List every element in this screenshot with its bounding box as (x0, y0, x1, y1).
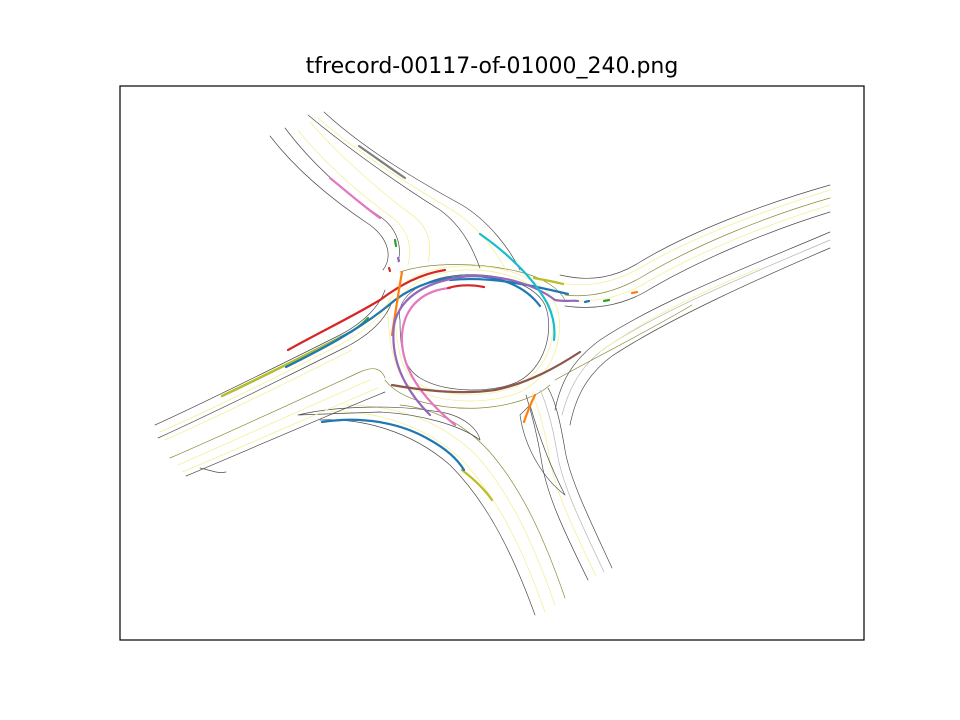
figure-title: tfrecord-00117-of-01000_240.png (306, 54, 679, 79)
trajectory-pink-ring (400, 286, 457, 427)
trajectory-orange-ne-stub (630, 290, 639, 295)
sw-lane-1 (329, 411, 546, 613)
axes-frame (119, 85, 865, 641)
w-road-edge-c (169, 368, 386, 459)
trajectory-blue-ne-stub (583, 299, 591, 304)
nw-lane-1 (297, 129, 411, 266)
w-road-edge-d (185, 391, 386, 477)
trajectory-purple-ring (392, 274, 580, 417)
w-lane-1 (159, 297, 391, 433)
trajectory-olive-sw-exit (460, 468, 494, 502)
trajectory-olive-ne (532, 276, 565, 286)
sw-island (297, 406, 481, 441)
trajectory-red-nw-stub (387, 266, 392, 273)
nw-lane-2 (309, 121, 431, 263)
trajectory-cyan-north (478, 232, 556, 342)
e-road-edge-a (554, 231, 831, 411)
s-island (519, 404, 566, 496)
w-lane-3 (177, 379, 371, 466)
trajectory-purple-nw-stub (396, 256, 401, 263)
trajectory-pink-nw (328, 176, 382, 220)
ne-lane-1 (559, 189, 831, 286)
sw-road-edge-b (399, 404, 566, 599)
ring-outer-south (384, 379, 551, 409)
s-road-edge-a (547, 387, 613, 569)
nw-road-edge-a (269, 135, 389, 271)
trajectory-red-west (286, 268, 447, 352)
sw-road-edge-a (319, 419, 536, 616)
trajectory-blue-ring (448, 277, 570, 296)
e-road-median (554, 304, 693, 381)
s-lane-1 (539, 389, 605, 573)
nw-lane-3 (317, 117, 507, 271)
w-road-edge-a (154, 289, 386, 426)
e-lane-2 (599, 267, 761, 353)
trajectory-red-ring (446, 284, 486, 290)
trajectory-gray-north (357, 144, 407, 180)
e-road-edge-b (569, 247, 831, 426)
s-lane-2 (531, 392, 597, 577)
nw-road-edge-c (307, 114, 481, 269)
trajectory-green-ne-stub (602, 298, 611, 303)
s-road-edge-b (525, 394, 589, 581)
trajectory-blue-sw (320, 418, 466, 472)
nw-road-edge-d (323, 111, 521, 271)
w-road-edge-b (157, 301, 393, 439)
ne-road-edge-b (564, 197, 831, 297)
central-island (399, 274, 550, 391)
w-road-stub (199, 467, 227, 473)
w-lane-4 (181, 387, 379, 473)
ring-outer-north (399, 264, 566, 301)
trajectory-brown-south (390, 350, 582, 394)
trajectory-green-nw-stub (393, 238, 398, 248)
ne-lane-2 (564, 204, 831, 302)
sw-lane-2 (344, 404, 556, 606)
w-lane-2 (164, 349, 353, 441)
trajectory-olive-west (220, 336, 342, 398)
ne-road-edge-c (564, 211, 831, 308)
trajectories (220, 144, 639, 502)
ne-road-edge-a (559, 184, 831, 279)
e-lane-1 (561, 239, 831, 416)
trajectory-orange-south (522, 393, 537, 424)
